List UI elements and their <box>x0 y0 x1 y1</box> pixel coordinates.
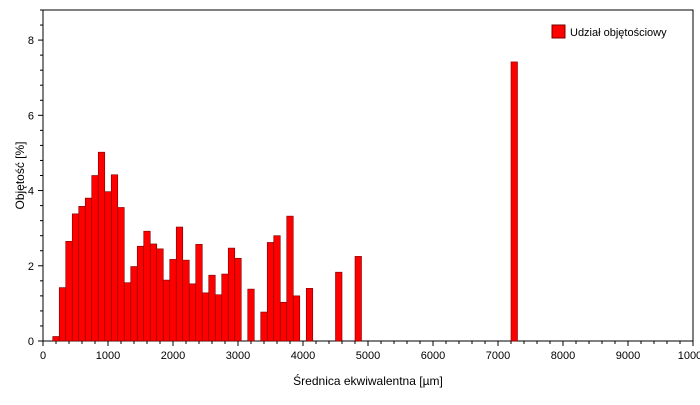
bar <box>169 259 177 342</box>
bar <box>266 242 275 342</box>
legend: Udział objętościowy <box>551 24 667 39</box>
x-axis-label: Średnica ekwiwalentna [µm] <box>293 373 443 388</box>
bar <box>130 266 138 342</box>
x-tick-label: 8000 <box>551 350 575 362</box>
y-tick-label: 8 <box>28 35 34 47</box>
bar <box>71 213 80 342</box>
x-tick-label: 6000 <box>421 350 445 362</box>
x-tick-label: 7000 <box>486 350 510 362</box>
y-tick-label: 4 <box>28 186 34 198</box>
bar <box>78 206 86 342</box>
bar <box>201 292 210 342</box>
bar <box>335 271 343 342</box>
x-tick-label: 9000 <box>616 350 640 362</box>
bar <box>227 247 236 342</box>
y-tick-label: 6 <box>28 110 34 122</box>
x-tick-label: 1000 <box>96 350 120 362</box>
legend-label: Udział objętościowy <box>570 27 667 39</box>
bar <box>234 257 242 342</box>
bar <box>91 175 99 342</box>
bar <box>305 288 314 342</box>
bar <box>510 61 518 342</box>
x-tick-label: 2000 <box>161 350 185 362</box>
bar <box>292 295 301 342</box>
bar <box>123 282 132 342</box>
x-tick-label: 5000 <box>356 350 380 362</box>
bar <box>195 244 203 342</box>
bar <box>273 235 281 342</box>
bar <box>286 215 294 342</box>
bar <box>208 274 216 342</box>
bar <box>136 245 145 342</box>
bar <box>97 151 106 342</box>
bar <box>84 197 93 342</box>
bar <box>58 287 67 342</box>
bar <box>162 279 171 342</box>
bar <box>143 230 151 342</box>
bar <box>104 191 112 342</box>
y-tick-label: 0 <box>28 336 34 348</box>
x-tick-label: 4000 <box>291 350 315 362</box>
bar <box>221 273 229 342</box>
y-axis-label: Objętość [%] <box>13 141 27 209</box>
bar <box>117 207 125 342</box>
bar <box>354 256 362 342</box>
x-tick-label: 3000 <box>226 350 250 362</box>
bar <box>110 174 119 342</box>
legend-swatch <box>551 24 566 39</box>
y-tick-label: 2 <box>28 261 34 273</box>
bar <box>175 226 184 342</box>
bar <box>52 336 60 342</box>
bar <box>149 243 158 342</box>
bar <box>279 301 288 342</box>
x-tick-label: 0 <box>40 350 46 362</box>
bar <box>247 288 255 342</box>
bar <box>260 311 268 342</box>
bar <box>188 283 197 342</box>
bar <box>214 294 223 342</box>
bar <box>182 259 190 342</box>
bar <box>65 241 73 342</box>
bar <box>156 248 164 342</box>
